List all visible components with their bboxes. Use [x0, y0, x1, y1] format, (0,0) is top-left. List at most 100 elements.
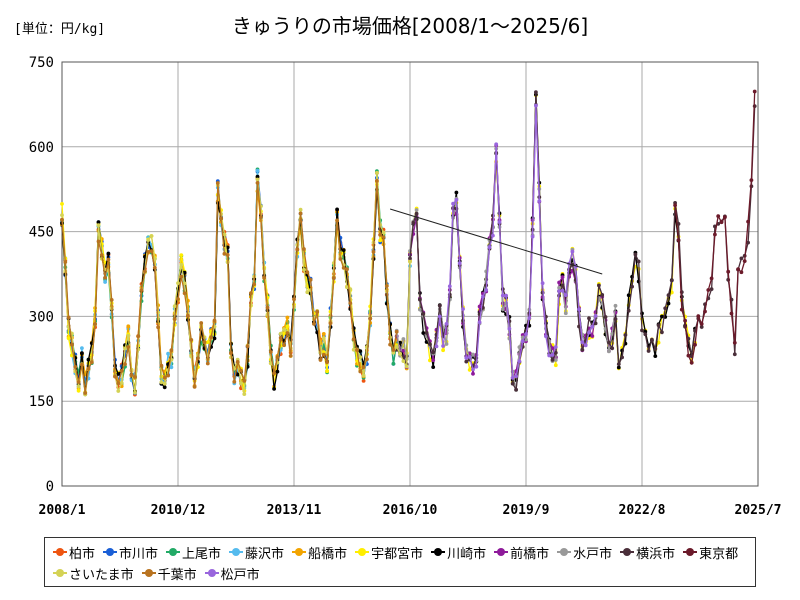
series-point: [341, 248, 346, 253]
series-point: [580, 347, 585, 352]
series-point: [716, 214, 721, 219]
legend-row-1: 柏市 市川市 上尾市 藤沢市 船橋市 宇都宮市 川崎市 前橋市 水戸市 横浜市 東京都: [53, 542, 746, 562]
series-point: [70, 342, 74, 347]
series-point: [162, 385, 167, 390]
legend-label: 船橋市: [308, 546, 348, 562]
legend-item: 前橋市: [494, 543, 549, 562]
series-point: [471, 367, 475, 372]
series-point: [96, 223, 101, 228]
series-point: [166, 373, 171, 378]
series-point: [93, 322, 97, 326]
series-point: [179, 274, 184, 279]
series-point: [739, 256, 744, 261]
series-point: [626, 308, 631, 313]
legend-item: 東京都: [683, 543, 738, 562]
series-point: [285, 324, 290, 329]
series-point: [610, 346, 615, 351]
series-point: [557, 289, 561, 293]
series-point: [481, 294, 485, 299]
series-point: [249, 291, 253, 296]
series-point: [96, 239, 101, 244]
series-point: [530, 234, 535, 239]
series-point: [298, 211, 303, 216]
series-point: [252, 282, 257, 287]
series-point: [524, 332, 528, 336]
series-point: [308, 278, 313, 282]
legend-label: 上尾市: [182, 546, 222, 562]
series-point: [169, 365, 174, 370]
series-point: [123, 346, 127, 351]
series-line: [61, 95, 696, 393]
series-point: [520, 339, 525, 344]
legend-label: 藤沢市: [245, 546, 285, 562]
series-point: [89, 360, 94, 365]
series-point: [444, 322, 449, 326]
series-point: [676, 238, 681, 242]
series-point: [325, 369, 329, 374]
series-11: [673, 89, 757, 365]
series-point: [703, 309, 707, 314]
series-point: [76, 384, 81, 389]
series-point: [428, 342, 432, 346]
series-point: [693, 342, 697, 347]
legend-swatch: [166, 546, 181, 558]
x-tick-label: 2022/8: [619, 503, 666, 518]
series-point: [408, 259, 412, 264]
series-point: [219, 216, 224, 221]
series-point: [325, 360, 329, 365]
series-point: [272, 371, 276, 376]
series-point: [537, 199, 542, 203]
legend-label: 川崎市: [447, 546, 487, 562]
series-point: [514, 374, 518, 379]
series-point: [517, 345, 522, 349]
series-point: [215, 181, 220, 185]
series-point: [103, 275, 107, 280]
series-point: [431, 358, 436, 363]
series-point: [182, 291, 187, 296]
series-point: [209, 335, 214, 340]
series-point: [699, 322, 704, 326]
series-point: [467, 355, 472, 359]
series-point: [623, 333, 628, 337]
series-point: [580, 340, 585, 344]
series-point: [116, 381, 121, 386]
series-point: [706, 288, 711, 292]
series-point: [60, 202, 64, 206]
series-point: [351, 337, 356, 342]
series-point: [587, 316, 591, 321]
series-point: [500, 307, 505, 312]
series-point: [156, 325, 161, 330]
series-point: [305, 270, 310, 275]
x-tick-label: 2010/12: [151, 503, 206, 518]
series-point: [630, 284, 634, 289]
series-point: [418, 297, 422, 302]
series-point: [553, 358, 558, 362]
series-point: [179, 253, 184, 257]
series-point: [119, 369, 124, 373]
series-point: [378, 238, 383, 243]
series-point: [437, 303, 442, 308]
series-point: [471, 371, 475, 376]
series-point: [375, 170, 379, 175]
legend-label: 千葉市: [157, 567, 197, 583]
series-point: [136, 334, 141, 339]
series-point: [401, 359, 406, 363]
series-point: [255, 174, 260, 179]
series-10: [394, 90, 757, 392]
series-point: [736, 267, 740, 272]
series-point: [534, 90, 538, 94]
series-point: [133, 375, 137, 379]
series-point: [113, 374, 117, 379]
series-point: [229, 351, 233, 355]
series-point: [345, 285, 349, 290]
series-point: [166, 351, 171, 356]
series-point: [116, 389, 121, 393]
series-point: [133, 390, 137, 395]
legend-label: 前橋市: [510, 546, 550, 562]
series-7: [60, 92, 697, 397]
series-point: [577, 324, 581, 329]
series-point: [437, 314, 442, 319]
series-point: [699, 325, 704, 329]
series-point: [510, 381, 515, 386]
series-point: [709, 287, 714, 291]
